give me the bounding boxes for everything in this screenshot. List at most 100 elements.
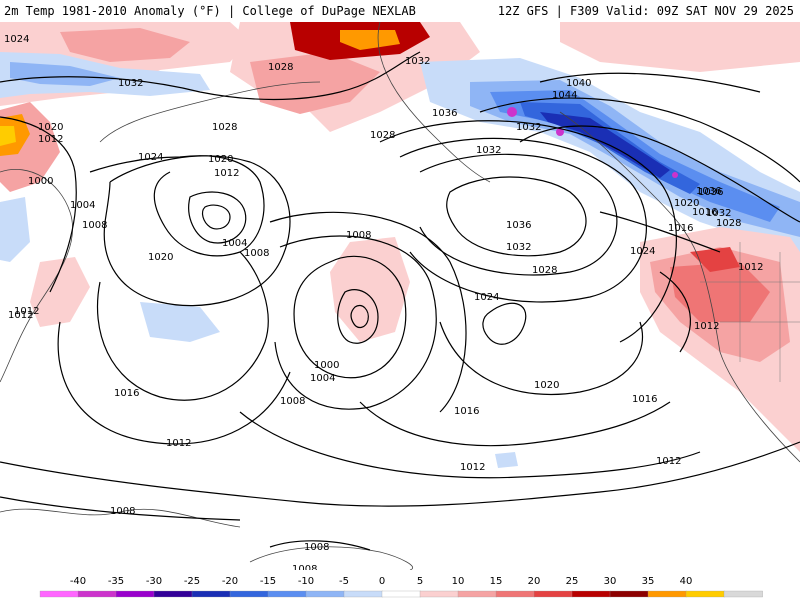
- colorbar-tick-label: -30: [146, 576, 162, 587]
- isobar-label: 1016: [692, 207, 717, 218]
- colorbar-tick-label: 15: [490, 576, 503, 587]
- isobar-label: 1004: [310, 373, 335, 384]
- anomaly-map: 1024 1032 1028 1028 1028 1032 1036 1040 …: [0, 22, 800, 570]
- colorbar-swatch: [419, 590, 459, 598]
- isobar-label: 1016: [454, 406, 479, 417]
- isobar-label: 1016: [114, 388, 139, 399]
- colorbar-swatch: [267, 590, 307, 598]
- anomaly-colorbar: -40 -35 -30 -25 -20 -15 -10 -5 0 5 10 15 20 25 30 35 40: [39, 576, 763, 598]
- isobar-label: 1032: [516, 122, 541, 133]
- isobar-label: 1012: [214, 168, 239, 179]
- colorbar-tick-label: 20: [528, 576, 541, 587]
- colorbar-ticks: -40 -35 -30 -25 -20 -15 -10 -5 0 5 10 15 20 25 30 35 40: [70, 576, 693, 587]
- colorbar-tick-label: -20: [222, 576, 238, 587]
- isobar-label: 1036: [432, 108, 457, 119]
- coastlines: [0, 22, 800, 570]
- colorbar-tick-label: 25: [566, 576, 579, 587]
- isobar-label: 1032: [118, 78, 143, 89]
- isobar-label: 1000: [314, 360, 339, 371]
- isobar-label: 1020: [534, 380, 559, 391]
- colorbar-swatch: [647, 590, 687, 598]
- isobar-label: 1044: [552, 90, 577, 101]
- anomaly-shading: [0, 22, 800, 468]
- isobar-label: 1012: [14, 306, 39, 317]
- isobar-label: 1032: [706, 208, 731, 219]
- colorbar-swatch: [685, 590, 725, 598]
- isobar-label: 1008: [280, 396, 305, 407]
- isobar-label: 1028: [268, 62, 293, 73]
- isobar-label: 1032: [405, 56, 430, 67]
- isobar-label: 1012: [8, 310, 33, 321]
- model-run-info: 12Z GFS | F309 Valid: 09Z SAT NOV 29 202…: [497, 4, 794, 18]
- colorbar-tick-label: -5: [339, 576, 349, 587]
- colorbar-tick-label: -40: [70, 576, 86, 587]
- colorbar-tick-label: 35: [642, 576, 655, 587]
- isobar-label: 1012: [694, 321, 719, 332]
- colorbar-swatch: [39, 590, 79, 598]
- colorbar-swatch: [723, 590, 763, 598]
- isobar-label: 1020: [148, 252, 173, 263]
- isobar-label: 1020: [208, 154, 233, 165]
- colorbar-swatches: [39, 590, 763, 598]
- isobar-label: 1020: [38, 122, 63, 133]
- isobar-label: 1032: [506, 242, 531, 253]
- colorbar-tick-label: 5: [417, 576, 423, 587]
- isobar-labels: 1024 1032 1028 1028 1028 1032 1036 1040 …: [4, 34, 763, 570]
- isobar-label: 1008: [304, 542, 329, 553]
- isobar-label: 1040: [566, 78, 591, 89]
- isobar-label: 1012: [460, 462, 485, 473]
- colorbar-tick-label: 0: [379, 576, 385, 587]
- isobar-label: 1012: [166, 438, 191, 449]
- colorbar-swatch: [305, 590, 345, 598]
- colorbar-tick-label: 30: [604, 576, 617, 587]
- isobar-label: 1024: [630, 246, 655, 257]
- isobar-label: 1012: [738, 262, 763, 273]
- colorbar-swatch: [381, 590, 421, 598]
- isobar-label: 1028: [716, 218, 741, 229]
- colorbar-swatch: [191, 590, 231, 598]
- isobar-label: 1004: [222, 238, 247, 249]
- isobar-label: 1012: [656, 456, 681, 467]
- isobar-label: 1032: [476, 145, 501, 156]
- isobar-label: 1028: [370, 130, 395, 141]
- colorbar-tick-label: -10: [298, 576, 314, 587]
- colorbar-tick-label: -25: [184, 576, 200, 587]
- colorbar-tick-label: -15: [260, 576, 276, 587]
- isobar-label: 1008: [244, 248, 269, 259]
- isobars: [0, 51, 800, 551]
- colorbar-swatch: [533, 590, 573, 598]
- isobar-label: 1028: [532, 265, 557, 276]
- isobar-label: 1008: [292, 564, 317, 570]
- product-title: 2m Temp 1981-2010 Anomaly (°F) | College…: [4, 4, 416, 18]
- isobar-label: 1020: [674, 198, 699, 209]
- isobar-label: 1024: [474, 292, 499, 303]
- isobar-label: 1036: [698, 187, 723, 198]
- isobar-label: 1004: [70, 200, 95, 211]
- colorbar-swatch: [115, 590, 155, 598]
- colorbar-tick-label: -35: [108, 576, 124, 587]
- colorbar-swatch: [153, 590, 193, 598]
- colorbar-swatch: [457, 590, 497, 598]
- isobar-label: 1036: [506, 220, 531, 231]
- colorbar-swatch: [229, 590, 269, 598]
- colorbar-swatch: [495, 590, 535, 598]
- isobar-label: 1024: [138, 152, 163, 163]
- isobar-label: 1028: [212, 122, 237, 133]
- isobar-label: 1000: [28, 176, 53, 187]
- isobar-label: 1012: [38, 134, 63, 145]
- isobar-label: 1024: [4, 34, 29, 45]
- isobar-label: 1016: [632, 394, 657, 405]
- colorbar-swatch: [343, 590, 383, 598]
- isobar-label: 1036: [696, 186, 721, 197]
- colorbar-tick-label: 10: [452, 576, 465, 587]
- colorbar-swatch: [77, 590, 117, 598]
- colorbar-swatch: [571, 590, 611, 598]
- state-borders: [700, 242, 800, 382]
- isobar-label: 1008: [82, 220, 107, 231]
- isobar-label: 1008: [110, 506, 135, 517]
- isobar-label: 1008: [346, 230, 371, 241]
- colorbar-tick-label: 40: [680, 576, 693, 587]
- colorbar-swatch: [609, 590, 649, 598]
- map-header: 2m Temp 1981-2010 Anomaly (°F) | College…: [0, 0, 800, 22]
